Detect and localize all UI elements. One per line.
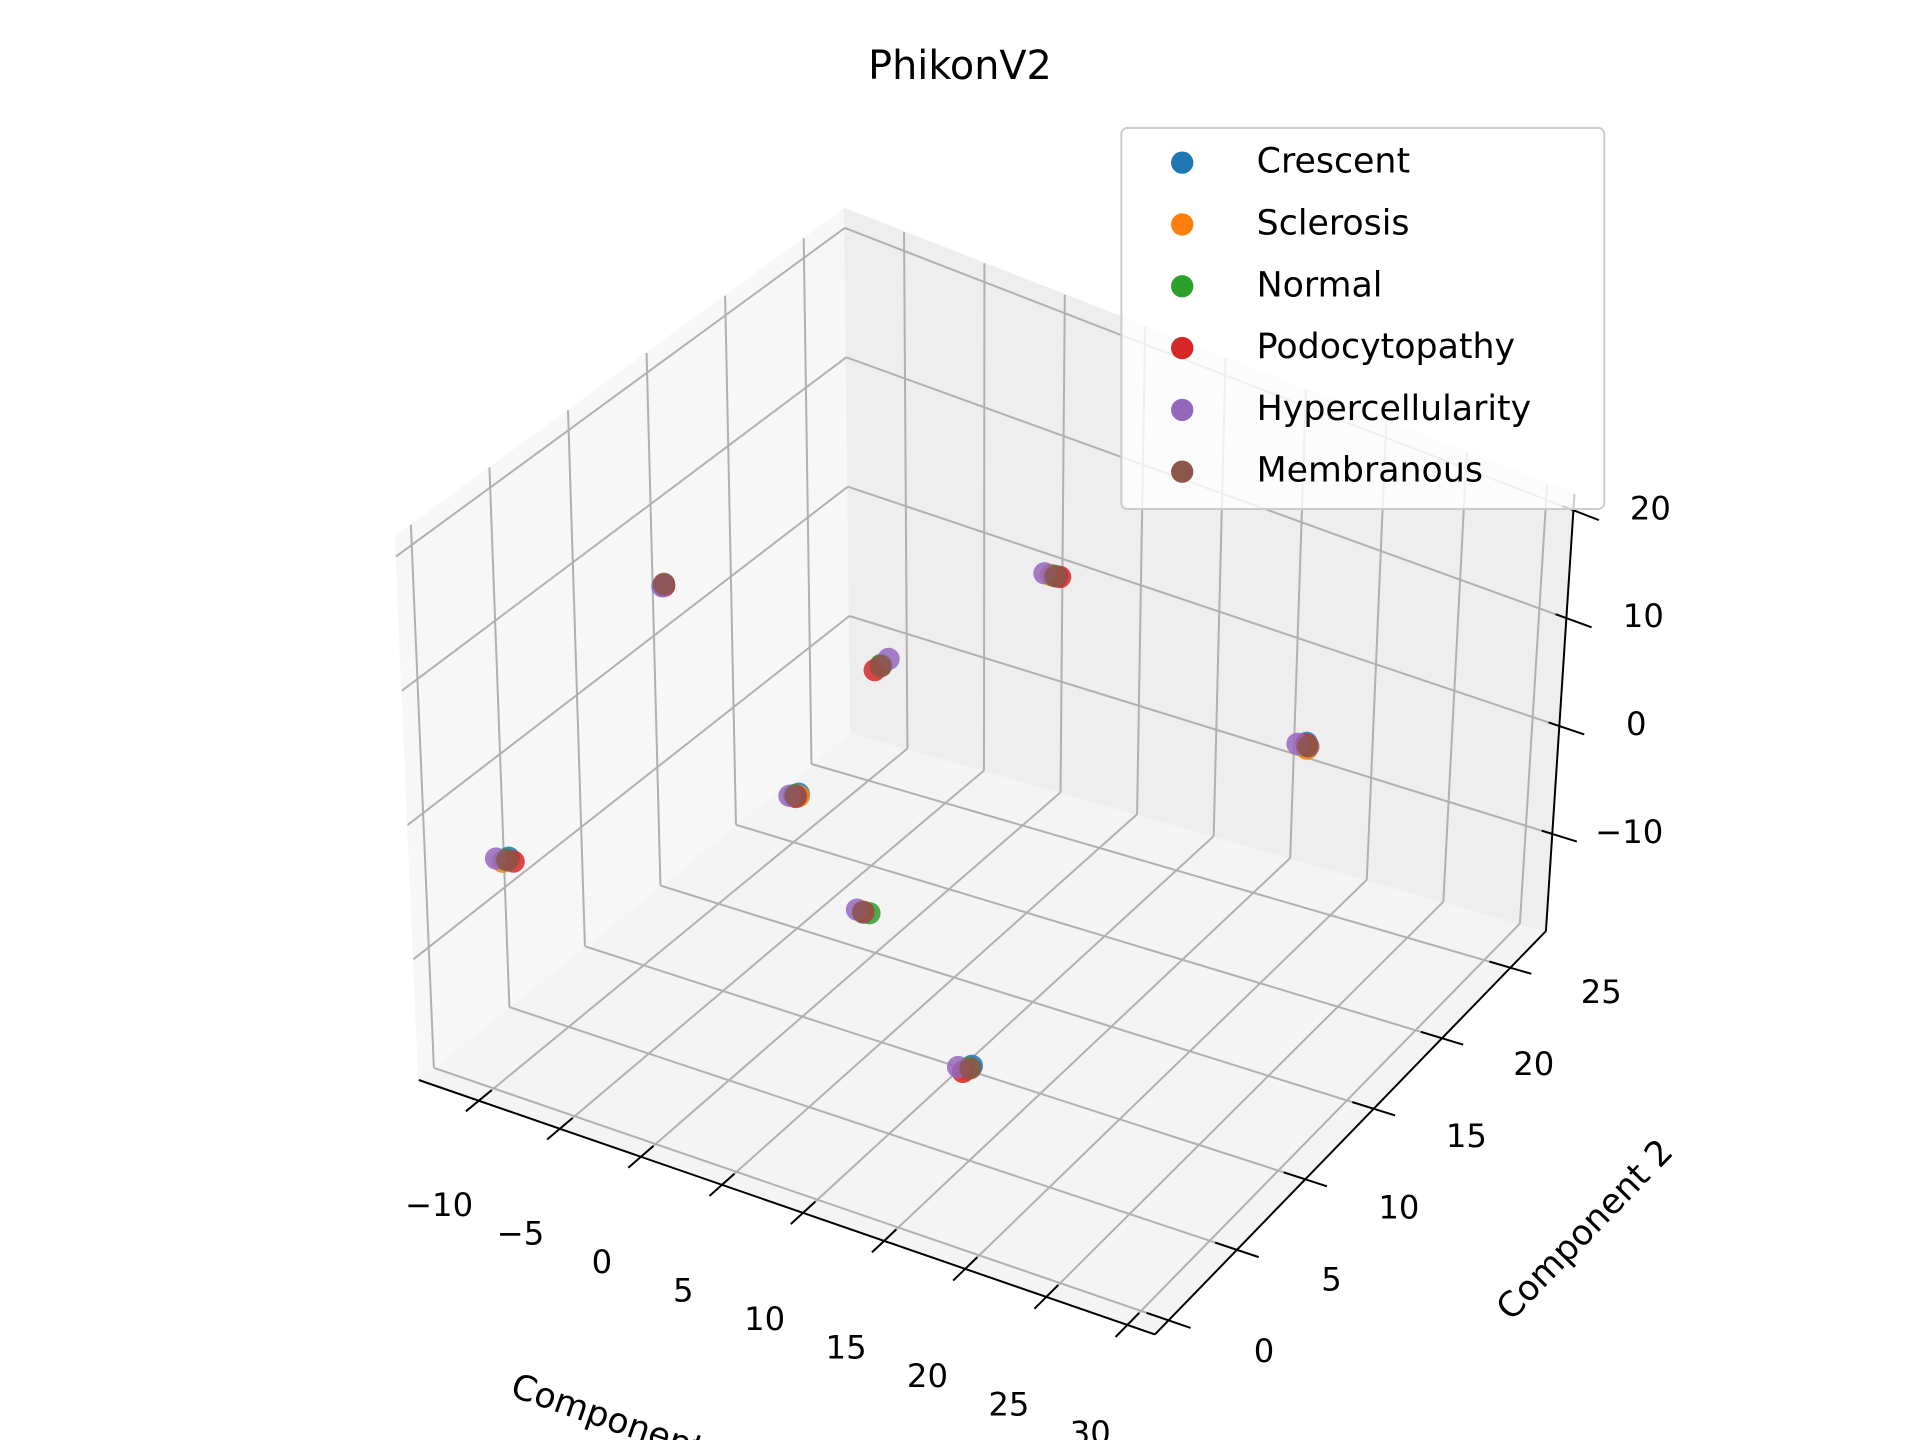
grid-line — [407, 485, 849, 826]
grid-line — [1059, 294, 1066, 793]
legend-marker — [1171, 460, 1194, 483]
legend: Crescent Sclerosis Normal Podocytopathy Hype… — [1120, 126, 1606, 510]
grid-line — [849, 615, 1553, 835]
grid-line — [1518, 483, 1549, 924]
grid-line — [395, 227, 846, 558]
x-axis-line — [418, 1079, 1156, 1336]
grid-line — [478, 747, 909, 1102]
grid-line — [660, 884, 1374, 1110]
x-tick-label: −10 — [405, 1186, 473, 1224]
legend-label: Sclerosis — [1257, 203, 1410, 243]
z-tick-label: 10 — [1623, 597, 1664, 635]
grid-line — [721, 813, 1138, 1186]
x-tick-label: −5 — [497, 1214, 545, 1252]
x-tick-label: 10 — [744, 1300, 785, 1338]
z-tick-mark — [1548, 721, 1585, 736]
grid-line — [1442, 451, 1468, 902]
z-tick-mark — [1555, 613, 1592, 629]
grid-line — [802, 238, 813, 765]
grid-line — [488, 467, 511, 1008]
x-tick-label: 20 — [907, 1357, 948, 1395]
legend-marker — [1171, 398, 1194, 422]
legend-label: Normal — [1257, 265, 1383, 305]
legend-marker — [1171, 151, 1194, 174]
grid-line — [433, 1066, 1169, 1322]
legend-label: Crescent — [1257, 142, 1410, 182]
legend-box — [1120, 126, 1606, 510]
y-tick-label: 10 — [1378, 1189, 1419, 1227]
grid-line — [567, 410, 586, 947]
legend-label: Podocytopathy — [1257, 327, 1515, 367]
grid-line — [847, 485, 1560, 727]
point — [959, 1057, 982, 1080]
y-tick-label: 20 — [1513, 1045, 1554, 1083]
z-tick-label: 0 — [1626, 705, 1647, 743]
grid-line — [883, 857, 1291, 1242]
grid-line — [401, 356, 847, 692]
grid-line — [1126, 922, 1521, 1326]
grid-line — [509, 1006, 1238, 1251]
point — [869, 655, 893, 678]
grid-line — [735, 823, 1443, 1040]
legend-marker — [1171, 213, 1194, 236]
grid-line — [640, 791, 1062, 1158]
grid-line — [964, 879, 1368, 1270]
z-tick-label: −10 — [1595, 813, 1663, 851]
z-axis-line — [1544, 494, 1576, 932]
grid-line — [811, 763, 1511, 969]
grid-line — [903, 231, 909, 749]
y-tick-label: 25 — [1581, 973, 1622, 1011]
grid-line — [409, 524, 435, 1068]
grid-line — [802, 835, 1215, 1214]
grid-line — [412, 615, 850, 960]
legend-label: Membranous — [1257, 451, 1483, 491]
y-tick-label: 5 — [1321, 1260, 1342, 1298]
x-tick-label: 0 — [592, 1243, 613, 1281]
grid — [395, 227, 1574, 1326]
legend-label: Hypercellularity — [1257, 389, 1532, 429]
x-tick-label: 15 — [826, 1328, 867, 1366]
x-tick-label: 25 — [988, 1385, 1029, 1423]
y-tick-label: 15 — [1446, 1117, 1487, 1155]
point — [496, 849, 519, 872]
point — [1297, 735, 1320, 758]
y-tick-label: 0 — [1254, 1332, 1275, 1370]
z-tick-label: 20 — [1630, 489, 1671, 527]
legend-marker — [1171, 275, 1194, 298]
point — [652, 572, 676, 595]
point — [1044, 565, 1067, 588]
points — [484, 562, 1320, 1084]
point — [852, 900, 875, 924]
legend-marker — [1171, 336, 1194, 360]
z-tick-mark — [1541, 829, 1578, 843]
chart-title: PhikonV2 — [868, 43, 1052, 89]
y-axis-line — [1154, 930, 1547, 1336]
x-tick-label: 30 — [1070, 1414, 1111, 1440]
grid-line — [724, 295, 737, 825]
x-tick-label: 5 — [673, 1271, 694, 1309]
grid-line — [645, 352, 662, 886]
grid-line — [559, 769, 985, 1130]
point — [784, 784, 807, 807]
grid-line — [1045, 901, 1445, 1298]
grid-line — [584, 945, 1306, 1181]
